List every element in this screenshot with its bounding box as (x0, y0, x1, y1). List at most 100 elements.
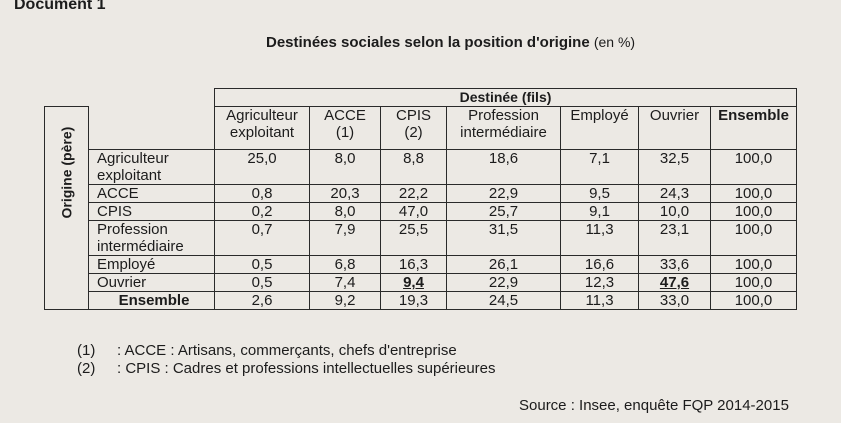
table-cell: 100,0 (710, 255, 797, 274)
column-header: Ensemble (710, 106, 797, 150)
destination-header-row: Destinée (fils) (45, 88, 797, 107)
row-label-line1: Ensemble (118, 292, 190, 309)
table-cell: 9,1 (560, 202, 639, 221)
row-label: Profession intermédiaire (88, 220, 215, 256)
table-cell: 8,0 (309, 149, 381, 185)
table-row: Agriculteur exploitant 25,0 8,0 8,8 18,6 7,1 32… (45, 149, 797, 185)
footnotes: (1) : ACCE : Artisans, commerçants, chefs… (77, 342, 496, 378)
source-note: Source : Insee, enquête FQP 2014-2015 (519, 397, 789, 414)
table-row: Profession intermédiaire 0,7 7,9 25,5 31,5 11,… (45, 220, 797, 256)
table-cell: 47,6 (638, 273, 711, 292)
table-cell: 11,3 (560, 291, 639, 310)
table-cell: 23,1 (638, 220, 711, 256)
table-cell: 2,6 (214, 291, 310, 310)
row-label-line2: exploitant (97, 167, 162, 184)
row-label-line1: CPIS (97, 203, 133, 220)
row-label: Ensemble (88, 291, 215, 310)
table-cell: 12,3 (560, 273, 639, 292)
table-row: Ensemble 2,6 9,2 19,3 24,5 11,3 33,0 100,0 (45, 291, 797, 310)
column-header-line1: Profession (468, 107, 539, 124)
row-label-line1: ACCE (97, 185, 139, 202)
table-cell: 100,0 (710, 273, 797, 292)
column-header-line1: ACCE (324, 107, 366, 124)
table-cell: 100,0 (710, 220, 797, 256)
row-label: ACCE (88, 184, 215, 203)
corner-empty-2 (88, 88, 215, 107)
footnote-text: : ACCE : Artisans, commerçants, chefs d'… (117, 342, 457, 359)
column-header-line2: (2) (404, 124, 423, 141)
destination-header: Destinée (fils) (214, 88, 797, 107)
footnote-text: : CPIS : Cadres et professions intellect… (117, 360, 496, 377)
table-cell: 100,0 (710, 202, 797, 221)
table-cell: 0,2 (214, 202, 310, 221)
mobility-table: Destinée (fils) Origine (père) Agriculte… (44, 88, 797, 310)
footnote: (1) : ACCE : Artisans, commerçants, chefs… (77, 342, 496, 360)
column-header: CPIS (2) (380, 106, 447, 150)
table-cell: 6,8 (309, 255, 381, 274)
table-cell: 26,1 (446, 255, 561, 274)
table-cell: 11,3 (560, 220, 639, 256)
column-header-line1: Ensemble (718, 107, 789, 124)
table-cell: 0,5 (214, 255, 310, 274)
table-cell: 31,5 (446, 220, 561, 256)
table-cell: 25,7 (446, 202, 561, 221)
table-cell: 9,4 (380, 273, 447, 292)
table-cell: 33,0 (638, 291, 711, 310)
table-title-unit: (en %) (593, 34, 636, 50)
table-cell: 0,5 (214, 273, 310, 292)
column-header-line1: Ouvrier (649, 107, 700, 124)
table-row: Ouvrier 0,5 7,4 9,4 22,9 12,3 47,6 100,0 (45, 273, 797, 292)
table-row: ACCE 0,8 20,3 22,2 22,9 9,5 24,3 100,0 (45, 184, 797, 203)
table-cell: 16,3 (380, 255, 447, 274)
table-cell: 9,2 (309, 291, 381, 310)
row-label-line1: Employé (97, 256, 156, 273)
table-cell: 100,0 (710, 149, 797, 185)
table-cell: 0,7 (214, 220, 310, 256)
table-cell: 22,9 (446, 273, 561, 292)
table-cell: 25,5 (380, 220, 447, 256)
table-cell: 7,4 (309, 273, 381, 292)
row-label-header-empty (88, 106, 215, 150)
table-cell: 25,0 (214, 149, 310, 185)
footnote-number: (1) (77, 342, 96, 359)
table-cell: 22,2 (380, 184, 447, 203)
column-header-line2: intermédiaire (460, 124, 547, 141)
table-cell: 18,6 (446, 149, 561, 185)
table-cell: 0,8 (214, 184, 310, 203)
row-label-line1: Ouvrier (97, 274, 147, 291)
row-label-line2: intermédiaire (97, 238, 184, 255)
table-cell: 9,5 (560, 184, 639, 203)
corner-empty (45, 89, 89, 107)
column-header-row: Origine (père) Agriculteur exploitant ACCE… (44, 106, 797, 310)
table-row: Employé 0,5 6,8 16,3 26,1 16,6 33,6 100,0 (45, 255, 797, 274)
column-header: ACCE (1) (309, 106, 381, 150)
document-label: Document 1 (14, 0, 106, 13)
table-cell: 7,1 (560, 149, 639, 185)
row-label: Agriculteur exploitant (88, 149, 215, 185)
table-cell: 24,3 (638, 184, 711, 203)
table-title: Destinées sociales selon la position d'o… (266, 34, 635, 51)
table-cell: 47,0 (380, 202, 447, 221)
table-title-text: Destinées sociales selon la position d'o… (266, 34, 590, 51)
column-header: Agriculteur exploitant (214, 106, 310, 150)
table-cell: 22,9 (446, 184, 561, 203)
table-cell: 20,3 (309, 184, 381, 203)
column-header: Employé (560, 106, 639, 150)
row-label: CPIS (88, 202, 215, 221)
table-row: CPIS 0,2 8,0 47,0 25,7 9,1 10,0 100,0 (45, 202, 797, 221)
column-header-line1: Employé (570, 107, 629, 124)
table-cell: 16,6 (560, 255, 639, 274)
column-header-line1: Agriculteur (226, 107, 298, 124)
row-label: Employé (88, 255, 215, 274)
column-header-line2: exploitant (229, 124, 295, 141)
column-header: Profession intermédiaire (446, 106, 561, 150)
origin-header-label: Origine (père) (58, 126, 74, 218)
footnote-number: (2) (77, 360, 96, 377)
column-header: Ouvrier (638, 106, 711, 150)
column-header-line2: (1) (335, 124, 355, 141)
table-cell: 33,6 (638, 255, 711, 274)
column-header-line1: CPIS (395, 107, 431, 124)
table-cell: 32,5 (638, 149, 711, 185)
row-label-line1: Profession (97, 221, 168, 238)
origin-header: Origine (père) (44, 106, 89, 310)
